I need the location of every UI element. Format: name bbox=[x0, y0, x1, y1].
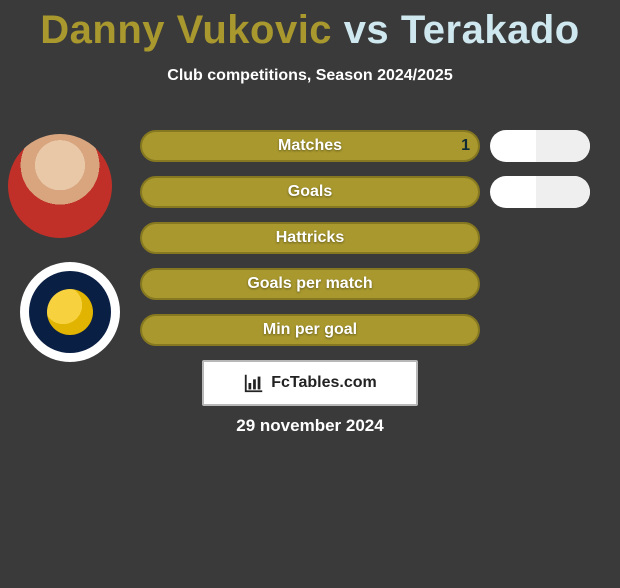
stat-value-matches: 1 bbox=[461, 137, 470, 155]
player2-pill-hattricks bbox=[490, 222, 590, 254]
player2-pill-matches bbox=[490, 130, 590, 162]
stat-row-mpg: Min per goal bbox=[140, 314, 480, 346]
player2-pill-goals bbox=[490, 176, 590, 208]
stat-label-mpg: Min per goal bbox=[263, 321, 357, 339]
stat-label-gpm: Goals per match bbox=[247, 275, 372, 293]
player2-pill-gpm bbox=[490, 268, 590, 300]
stat-label-matches: Matches bbox=[278, 137, 342, 155]
stat-label-goals: Goals bbox=[288, 183, 332, 201]
page-title: Danny Vukovic vs Terakado bbox=[0, 8, 620, 53]
player2-pills bbox=[490, 130, 590, 360]
title-player2: Terakado bbox=[401, 8, 580, 52]
chart-icon bbox=[243, 372, 265, 394]
title-vs: vs bbox=[344, 8, 390, 52]
player1-club-badge bbox=[20, 262, 120, 362]
date-text: 29 november 2024 bbox=[0, 416, 620, 436]
footer-brand-text: FcTables.com bbox=[271, 374, 377, 392]
player2-pill-mpg bbox=[490, 314, 590, 346]
footer-brand-badge[interactable]: FcTables.com bbox=[202, 360, 418, 406]
stat-bars: Matches 1 Goals Hattricks Goals per match Min… bbox=[140, 130, 480, 360]
stat-row-gpm: Goals per match bbox=[140, 268, 480, 300]
stat-label-hattricks: Hattricks bbox=[276, 229, 344, 247]
player1-avatar bbox=[8, 134, 112, 238]
club-badge-inner bbox=[29, 271, 111, 353]
stat-row-goals: Goals bbox=[140, 176, 480, 208]
title-player1: Danny Vukovic bbox=[40, 8, 332, 52]
stat-row-hattricks: Hattricks bbox=[140, 222, 480, 254]
stat-row-matches: Matches 1 bbox=[140, 130, 480, 162]
subtitle: Club competitions, Season 2024/2025 bbox=[0, 67, 620, 85]
